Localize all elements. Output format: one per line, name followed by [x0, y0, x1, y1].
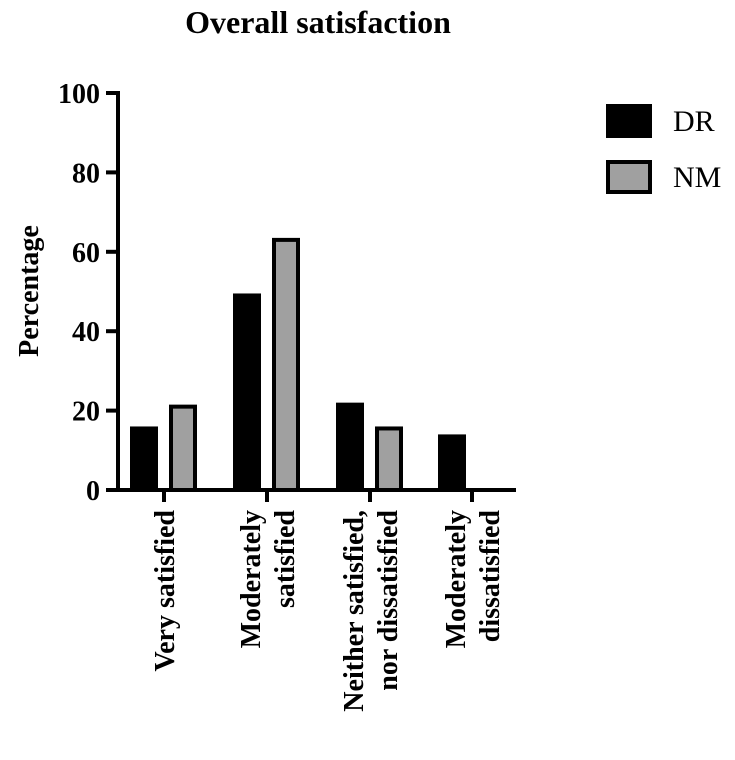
- legend-label-dr: DR: [673, 105, 715, 138]
- y-tick-label: 100: [58, 79, 100, 110]
- x-tick-label: Moderately: [236, 510, 267, 648]
- bar-nm: [375, 426, 403, 492]
- x-tick-label: satisfied: [270, 510, 301, 608]
- x-tick-label: Neither satisfied,: [339, 510, 370, 712]
- bar-dr: [438, 434, 466, 492]
- x-tick-label: Moderately: [441, 510, 472, 648]
- bar-nm: [169, 404, 197, 493]
- x-tick-label: dissatisfied: [475, 510, 506, 643]
- y-tick-label: 80: [72, 158, 100, 189]
- legend-label-nm: NM: [673, 161, 721, 194]
- legend-swatch-dr: [606, 104, 652, 138]
- x-tick-label: Very satisfied: [150, 510, 181, 672]
- y-tick-label: 20: [72, 397, 100, 428]
- y-tick-label: 60: [72, 238, 100, 269]
- y-tick-label: 0: [86, 476, 100, 507]
- legend: DR NM: [606, 104, 721, 194]
- x-tick-label: nor dissatisfied: [373, 510, 404, 691]
- bar-dr: [130, 426, 158, 492]
- y-tick-label: 40: [72, 317, 100, 348]
- y-axis-label: Percentage: [14, 225, 45, 357]
- legend-swatch-nm: [606, 160, 652, 194]
- bar-nm: [272, 237, 300, 492]
- chart-title: Overall satisfaction: [185, 4, 451, 40]
- bar-dr: [233, 293, 261, 492]
- bar-dr: [336, 402, 364, 492]
